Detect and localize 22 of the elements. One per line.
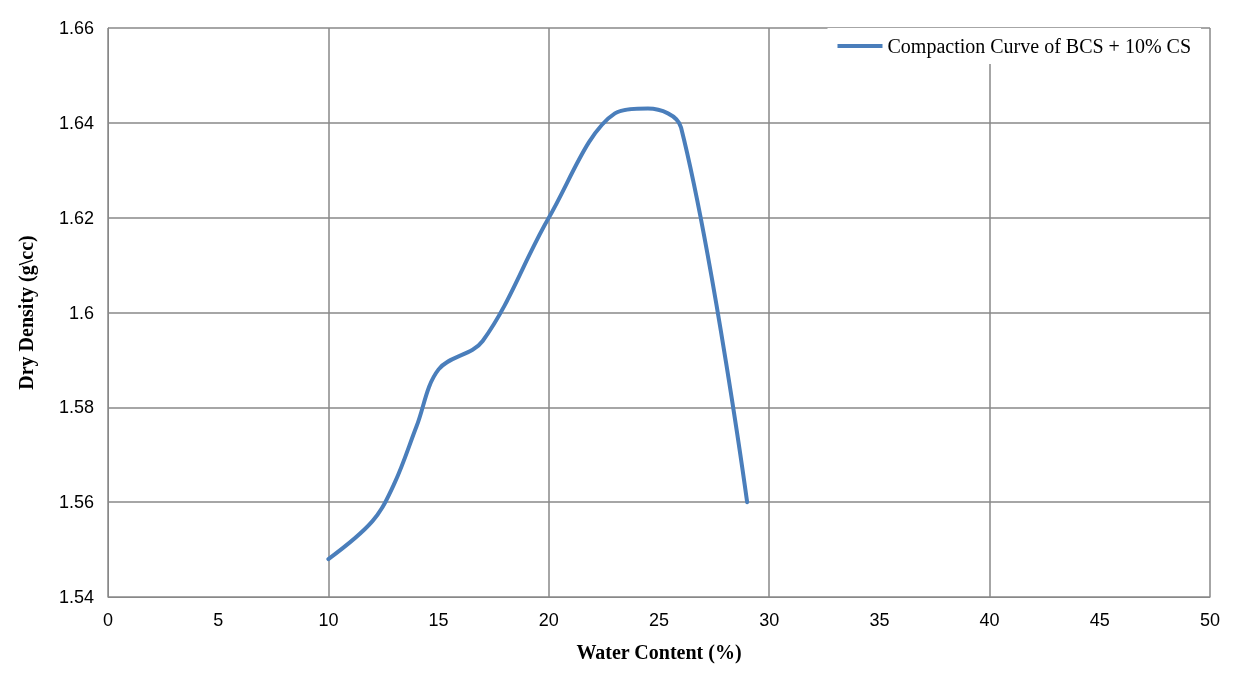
x-tick-label: 45 <box>1089 610 1110 630</box>
y-tick-label: 1.54 <box>58 587 94 607</box>
x-tick-label: 30 <box>759 610 780 630</box>
x-tick-label: 20 <box>538 610 559 630</box>
x-tick-label: 35 <box>869 610 890 630</box>
y-tick-label: 1.56 <box>58 492 94 513</box>
y-tick-label: 1.66 <box>58 18 94 38</box>
x-tick-label: 25 <box>648 610 670 630</box>
x-axis-title: Water Content (%) <box>576 641 742 664</box>
x-tick-label: 5 <box>213 610 224 630</box>
x-tick-label: 40 <box>979 610 1000 630</box>
legend-label: Compaction Curve of BCS + 10% CS <box>887 35 1192 58</box>
x-tick-label: 0 <box>102 610 114 630</box>
y-tick-label: 1.64 <box>58 112 94 133</box>
x-tick-label: 10 <box>318 610 339 630</box>
y-tick-label: 1.6 <box>68 302 94 323</box>
line-series <box>326 106 750 562</box>
x-tick-label: 50 <box>1199 610 1221 630</box>
y-axis-title: Dry Density (g\cc) <box>15 235 38 390</box>
y-tick-label: 1.62 <box>58 207 94 228</box>
x-tick-label: 15 <box>428 610 449 630</box>
y-tick-label: 1.58 <box>58 397 94 418</box>
